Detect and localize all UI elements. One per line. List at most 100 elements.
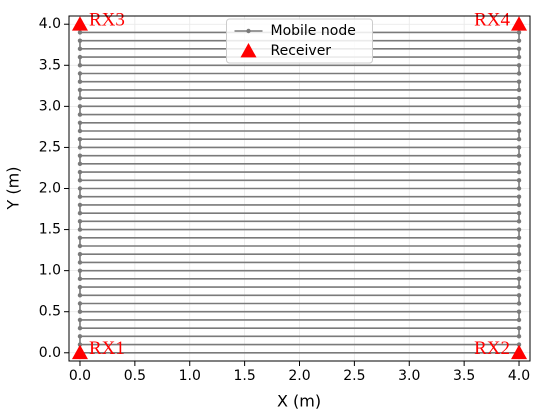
point	[77, 63, 83, 68]
point	[516, 30, 522, 35]
point	[77, 293, 83, 298]
y-tick-label: 1.5	[39, 222, 61, 238]
point	[77, 145, 83, 150]
point	[77, 46, 83, 52]
point-label: RX2	[474, 338, 510, 359]
point	[516, 210, 522, 216]
point	[516, 235, 522, 240]
point	[77, 153, 83, 158]
receiver	[511, 16, 528, 31]
point	[77, 79, 83, 84]
point	[516, 260, 522, 265]
point	[77, 325, 83, 331]
legend-label: Receiver	[271, 43, 332, 59]
point	[77, 301, 83, 306]
point-label: RX1	[89, 338, 125, 359]
point	[77, 137, 83, 142]
point	[77, 38, 83, 43]
y-tick-label: 0.5	[39, 304, 61, 320]
point	[77, 210, 83, 216]
point	[77, 276, 83, 282]
point	[77, 202, 83, 208]
legend-marker	[240, 43, 257, 58]
point	[516, 227, 522, 232]
point	[516, 243, 522, 249]
point	[516, 317, 522, 323]
x-tick-label: 3.0	[398, 368, 420, 384]
y-tick-label: 2.5	[39, 139, 61, 155]
point	[516, 46, 522, 52]
receiver	[71, 16, 88, 31]
point	[77, 161, 83, 167]
point	[77, 104, 83, 109]
point	[77, 128, 83, 134]
point	[516, 268, 522, 273]
point	[516, 54, 522, 60]
point	[516, 293, 522, 298]
point	[516, 202, 522, 208]
point	[77, 284, 83, 290]
point	[516, 186, 522, 191]
legend-box	[226, 18, 373, 64]
point	[516, 153, 522, 158]
point	[77, 194, 83, 199]
point	[516, 194, 522, 199]
y-tick-label: 3.5	[39, 57, 61, 73]
point	[516, 284, 522, 290]
point	[77, 342, 83, 347]
point	[516, 252, 522, 257]
point	[516, 178, 522, 183]
point	[77, 87, 83, 93]
point	[77, 252, 83, 257]
x-tick-label: 3.5	[453, 368, 475, 384]
point	[516, 87, 522, 93]
point	[77, 120, 83, 125]
y-tick-label: 3.0	[39, 98, 61, 114]
point	[516, 79, 522, 84]
point	[516, 219, 522, 224]
point	[77, 227, 83, 232]
x-tick-label: 2.0	[288, 368, 310, 384]
point	[516, 161, 522, 167]
receiver	[71, 344, 88, 360]
x-tick-label: 4.0	[508, 368, 530, 384]
x-tick-label: 1.0	[179, 368, 201, 384]
legend: Mobile node Receiver	[226, 18, 373, 64]
receiver	[511, 344, 528, 360]
point	[516, 309, 522, 314]
point	[77, 268, 83, 273]
point-label: RX3	[89, 10, 125, 31]
legend-label: Mobile node	[271, 23, 356, 39]
point-label: RX4	[474, 10, 510, 31]
point	[77, 30, 83, 35]
x-tick-label: 0.5	[124, 368, 146, 384]
point	[516, 325, 522, 331]
point	[77, 309, 83, 314]
point	[516, 63, 522, 68]
plot-frame	[68, 15, 531, 362]
point	[516, 169, 522, 175]
point	[516, 71, 522, 76]
point	[77, 178, 83, 183]
y-tick-label: 1.0	[39, 263, 61, 279]
point	[77, 71, 83, 76]
point	[77, 235, 83, 240]
y-axis-label: Y (m)	[4, 167, 23, 211]
point	[77, 169, 83, 175]
y-tick-label: 4.0	[39, 16, 61, 32]
point	[77, 334, 83, 339]
point	[516, 120, 522, 125]
point	[516, 276, 522, 282]
y-tick-label: 0.0	[39, 345, 61, 361]
point	[516, 128, 522, 134]
point	[77, 54, 83, 60]
point	[516, 104, 522, 109]
x-tick-label: 1.5	[233, 368, 255, 384]
x-tick-label: 0.0	[69, 368, 91, 384]
point	[77, 243, 83, 249]
point	[77, 95, 83, 101]
point	[77, 317, 83, 323]
point	[516, 145, 522, 150]
